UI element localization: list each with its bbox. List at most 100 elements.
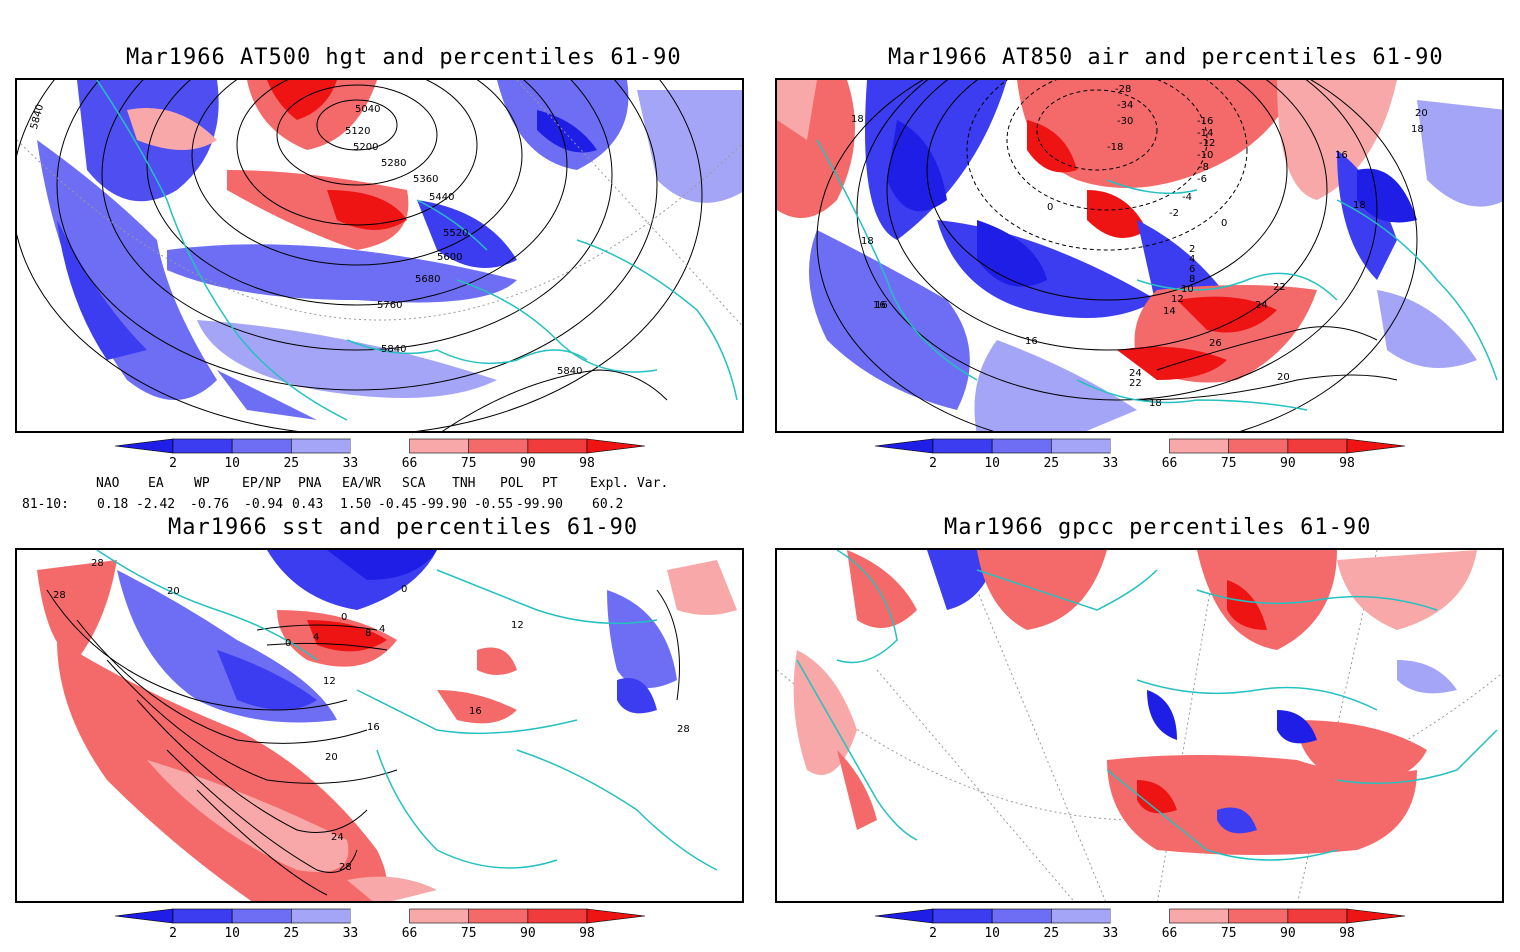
colorbar-gpcc: 2 10 25 33 66 75 90 98 <box>875 908 1405 952</box>
colorbar-hgt-svg <box>115 438 645 454</box>
air-contour-label: 22 <box>1129 378 1142 389</box>
colorbar-tick-label: 25 <box>283 926 300 941</box>
tc-value: 0.43 <box>292 497 324 512</box>
hgt-contour-label: 5120 <box>345 126 370 137</box>
hgt-contour-label: 5040 <box>355 104 380 115</box>
air-contour-label: 12 <box>1171 294 1184 305</box>
air-contour-label: 18 <box>861 236 874 247</box>
air-contour-label: 18 <box>1353 200 1366 211</box>
tc-header: EP/NP <box>242 476 282 491</box>
colorbar-air-svg <box>875 438 1405 454</box>
colorbar-box <box>350 909 410 923</box>
sst-contour-label: 16 <box>469 706 482 717</box>
map-air: -28 -34 -30 -14 -18 -16 -12 -10 -8 -6 -4… <box>775 78 1504 433</box>
colorbar-tick-label: 33 <box>1102 926 1119 941</box>
sst-contour-label: 20 <box>325 752 338 763</box>
colorbar-box <box>172 438 233 454</box>
colorbar-box <box>231 908 292 924</box>
colorbar-tick-label: 66 <box>1161 456 1178 471</box>
map-gpcc <box>775 548 1504 903</box>
panel-title-hgt: Mar1966 AT500 hgt and percentiles 61-90 <box>126 45 682 70</box>
hgt-contour-label: 5760 <box>377 300 402 311</box>
air-contour-label: -34 <box>1117 100 1133 111</box>
tc-value: -99.90 <box>420 497 467 512</box>
colorbar-tick-label: 66 <box>401 456 418 471</box>
tc-header: TNH <box>452 476 476 491</box>
colorbar-tick-label: 75 <box>1220 456 1237 471</box>
map-hgt-svg: 5040 5120 5200 5280 5360 5440 5520 5600 … <box>17 80 742 431</box>
colorbar-box <box>350 439 410 453</box>
colorbar-hgt: 2 10 25 33 66 75 90 98 <box>115 438 645 482</box>
air-contour-label: 16 <box>1335 150 1348 161</box>
colorbar-tick-label: 2 <box>929 926 937 941</box>
colorbar-tick-label: 10 <box>224 456 240 471</box>
tc-header: POL <box>500 476 524 491</box>
tc-value: -2.42 <box>136 497 176 512</box>
colorbar-tick-label: 10 <box>984 456 1000 471</box>
air-contour-label: 18 <box>851 114 864 125</box>
colorbar-tick-label: 90 <box>1280 926 1296 941</box>
air-contour-label: 2 <box>1189 244 1195 255</box>
map-sst: 28 28 20 0 4 8 0 4 0 12 16 20 24 28 16 2… <box>15 548 744 903</box>
colorbar-box <box>1169 438 1230 454</box>
colorbar-left-arrow <box>875 438 934 454</box>
sst-contour-label: 8 <box>365 628 371 639</box>
air-contour-label: 0 <box>1047 202 1053 213</box>
colorbar-box <box>1110 909 1170 923</box>
colorbar-tick-label: 98 <box>579 926 595 941</box>
colorbar-left-arrow <box>115 438 174 454</box>
colorbar-tick-label: 66 <box>1161 926 1178 941</box>
tc-value: 60.2 <box>592 497 624 512</box>
colorbar-box <box>527 438 588 454</box>
hgt-contour-label: 5680 <box>415 274 440 285</box>
colorbar-tick-label: 2 <box>169 926 177 941</box>
colorbar-left-arrow <box>115 908 174 924</box>
colorbar-tick-label: 10 <box>984 926 1000 941</box>
air-contour-label: -30 <box>1117 116 1133 127</box>
colorbar-box <box>1110 439 1170 453</box>
colorbar-tick-label: 25 <box>1043 456 1060 471</box>
colorbar-tick-label: 33 <box>342 456 359 471</box>
sst-contour-label: 12 <box>323 676 336 687</box>
air-contour-label: 14 <box>1163 306 1176 317</box>
sst-contour-label: 28 <box>91 558 104 569</box>
air-contour-label: 22 <box>1273 282 1286 293</box>
colorbar-tick-label: 90 <box>1280 456 1296 471</box>
sst-contour-label: 20 <box>167 586 180 597</box>
tc-header: WP <box>194 476 210 491</box>
colorbar-tick-label: 10 <box>224 926 240 941</box>
sst-contour-label: 12 <box>511 620 524 631</box>
colorbar-box <box>468 908 529 924</box>
tc-value: -0.55 <box>474 497 514 512</box>
panel-title-sst: Mar1966 sst and percentiles 61-90 <box>168 515 639 540</box>
air-contour-label: 4 <box>1189 254 1195 265</box>
colorbar-tick-label: 66 <box>401 926 418 941</box>
sst-contour-label: 0 <box>401 584 407 595</box>
colorbar-box <box>1228 908 1289 924</box>
air-contour-label: -12 <box>1199 138 1215 149</box>
colorbar-right-arrow <box>1346 438 1405 454</box>
air-contour-label: -8 <box>1199 162 1209 173</box>
colorbar-box <box>1169 908 1230 924</box>
sst-contour-label: 0 <box>341 612 347 623</box>
colorbar-tick-label: 2 <box>169 456 177 471</box>
colorbar-tick-label: 75 <box>460 456 477 471</box>
colorbar-box <box>231 438 292 454</box>
colorbar-box <box>932 908 993 924</box>
colorbar-box <box>991 438 1052 454</box>
hgt-contour-label: 5520 <box>443 228 468 239</box>
sst-contour-labels: 28 28 20 0 4 8 0 4 0 12 16 20 24 28 16 2… <box>53 558 690 873</box>
colorbar-box <box>1050 908 1111 924</box>
sst-contour-label: 4 <box>313 632 319 643</box>
hgt-contour-label: 5840 <box>381 344 406 355</box>
tc-value: -0.94 <box>244 497 284 512</box>
air-contour-label: -2 <box>1169 208 1179 219</box>
colorbar-box <box>468 438 529 454</box>
colorbar-air: 2 10 25 33 66 75 90 98 <box>875 438 1405 482</box>
air-contour-label: 8 <box>1189 274 1195 285</box>
colorbar-tick-label: 25 <box>283 456 300 471</box>
sst-contour-label: 16 <box>367 722 380 733</box>
map-gpcc-svg <box>777 550 1502 901</box>
hgt-contour-label: 5200 <box>353 142 378 153</box>
colorbar-box <box>1287 438 1348 454</box>
